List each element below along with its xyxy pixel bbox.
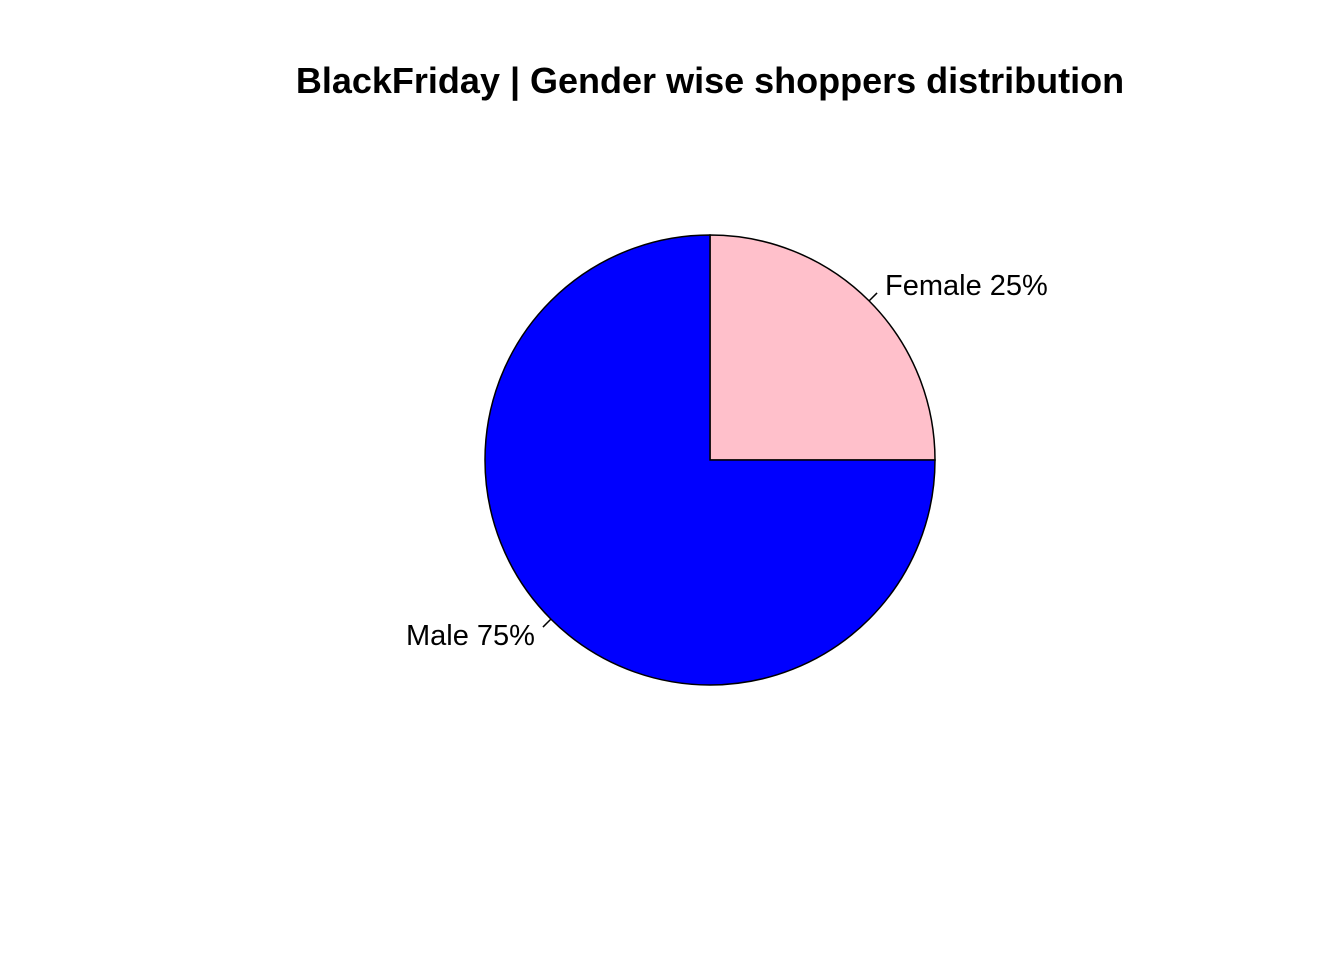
pie-slice-male: [484, 234, 936, 686]
pie-slice-female: [709, 234, 936, 461]
pie-labels: Female 25% Male 75%: [406, 270, 1048, 652]
label-leader-female: [868, 292, 878, 302]
slice-label-female: Female 25%: [885, 270, 1048, 302]
chart-title: BlackFriday | Gender wise shoppers distr…: [296, 60, 1124, 102]
slice-label-male: Male 75%: [406, 620, 535, 652]
pie-slices: [484, 234, 936, 686]
label-leader-male: [542, 618, 552, 628]
